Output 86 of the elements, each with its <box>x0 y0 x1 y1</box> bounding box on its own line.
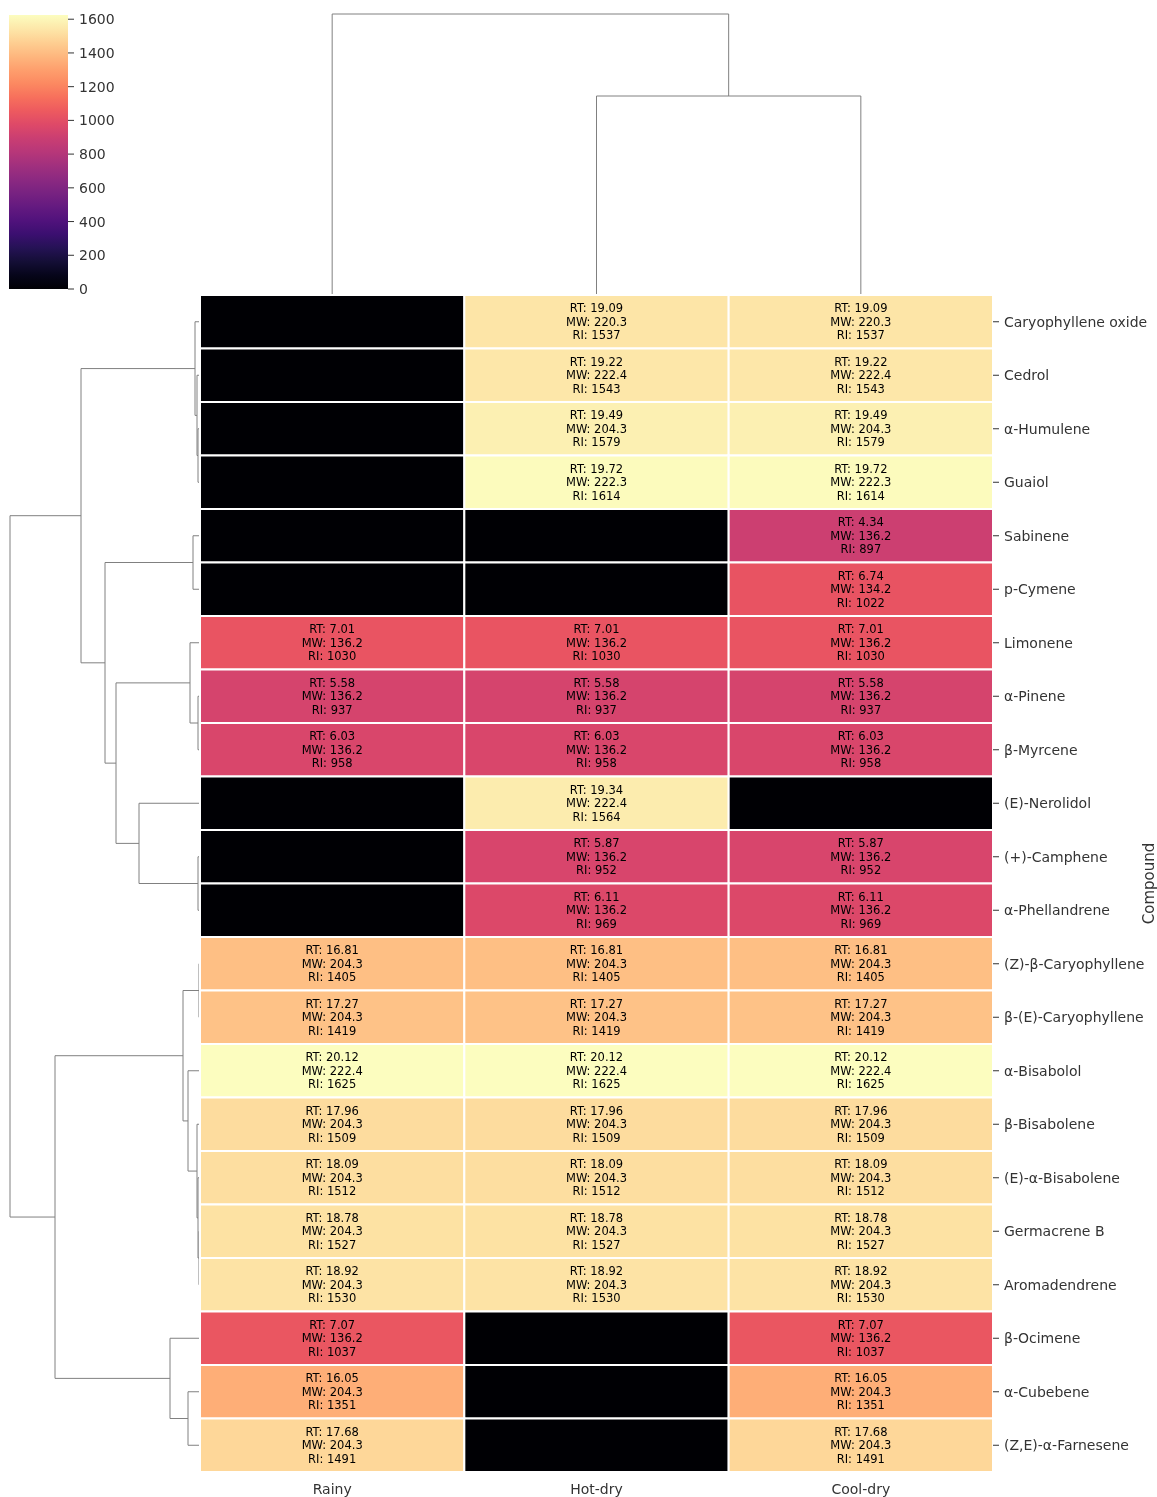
data-label: RT: 7.01 MW: 136.2 RI: 1030 <box>301 622 363 664</box>
data-label: RT: 18.92 MW: 204.3 RI: 1530 <box>301 1264 363 1306</box>
data-label: RT: 19.72 MW: 222.3 RI: 1614 <box>565 461 628 503</box>
y-tick-label: (E)-Nerolidol <box>1004 795 1092 812</box>
color-bar-label: 1400 <box>79 44 115 61</box>
data-label: RT: 16.05 MW: 204.3 RI: 1351 <box>830 1371 892 1413</box>
y-tick-label: α-Cubebene <box>1004 1383 1090 1400</box>
color-bar-label: 600 <box>79 179 106 196</box>
y-tick-label: (Z)-β-Caryophyllene <box>1004 955 1145 972</box>
y-tick-label: (+)-Camphene <box>1004 848 1108 865</box>
y-tick-label: β-Bisabolene <box>1004 1116 1095 1133</box>
y-tick-label: α-Pinene <box>1004 688 1066 705</box>
y-tick-label: p-Cymene <box>1004 581 1076 598</box>
data-label: RT: 19.22 MW: 222.4 RI: 1543 <box>565 354 628 396</box>
data-label: RT: 17.27 MW: 204.3 RI: 1419 <box>301 996 363 1038</box>
data-label: RT: 18.09 MW: 204.3 RI: 1512 <box>565 1157 628 1199</box>
y-tick-label: Germacrene B <box>1004 1223 1105 1240</box>
data-label: RT: 17.27 MW: 204.3 RI: 1419 <box>830 996 892 1038</box>
data-label: RT: 18.92 MW: 204.3 RI: 1530 <box>830 1264 892 1306</box>
color-bar-label: 0 <box>79 281 88 297</box>
y-tick-label: Caryophyllene oxide <box>1004 313 1148 330</box>
y-tick-label: (Z,E)-α-Farnesene <box>1004 1437 1129 1454</box>
data-label: RT: 5.58 MW: 136.2 RI: 937 <box>301 675 363 717</box>
y-tick-label: Limonene <box>1004 634 1073 651</box>
data-label: RT: 18.09 MW: 204.3 RI: 1512 <box>830 1157 892 1199</box>
data-label: RT: 17.68 MW: 204.3 RI: 1491 <box>301 1424 363 1466</box>
data-label: RT: 17.96 MW: 204.3 RI: 1509 <box>301 1103 363 1145</box>
data-label: RT: 6.74 MW: 134.2 RI: 1022 <box>830 568 892 610</box>
x-tick-label: Hot-dry <box>570 1481 623 1497</box>
data-label: RT: 18.09 MW: 204.3 RI: 1512 <box>301 1157 363 1199</box>
data-label: RT: 18.92 MW: 204.3 RI: 1530 <box>565 1264 628 1306</box>
y-tick-label: α-Phellandrene <box>1004 902 1110 919</box>
color-bar-label: 1600 <box>79 11 115 28</box>
data-label: RT: 5.58 MW: 136.2 RI: 937 <box>830 675 892 717</box>
data-label: RT: 17.68 MW: 204.3 RI: 1491 <box>830 1424 892 1466</box>
data-label: RT: 7.01 MW: 136.2 RI: 1030 <box>830 622 892 664</box>
color-bar-label: 200 <box>79 247 106 264</box>
data-label: RT: 19.72 MW: 222.3 RI: 1614 <box>830 461 892 503</box>
y-tick-label: α-Bisabolol <box>1004 1062 1082 1079</box>
y-tick-label: Guaiol <box>1004 474 1049 491</box>
y-tick-label: Cedrol <box>1004 367 1050 384</box>
y-tick-label: β-Myrcene <box>1004 741 1078 758</box>
x-tick-label: Rainy <box>312 1481 352 1497</box>
color-bar-label: 800 <box>79 146 106 163</box>
data-label: RT: 5.87 MW: 136.2 RI: 952 <box>565 836 628 878</box>
data-label: RT: 5.58 MW: 136.2 RI: 937 <box>565 675 628 717</box>
data-label: RT: 6.03 MW: 136.2 RI: 958 <box>565 729 628 771</box>
data-label: RT: 19.22 MW: 222.4 RI: 1543 <box>830 354 892 396</box>
data-label: RT: 19.34 MW: 222.4 RI: 1564 <box>565 782 628 824</box>
data-label: RT: 16.81 MW: 204.3 RI: 1405 <box>565 943 628 985</box>
y-tick-label: Sabinene <box>1004 527 1070 544</box>
y-tick-label: β-Ocimene <box>1004 1330 1081 1347</box>
data-label: RT: 19.09 MW: 220.3 RI: 1537 <box>830 301 892 343</box>
data-label: RT: 17.96 MW: 204.3 RI: 1509 <box>830 1103 892 1145</box>
data-label: RT: 20.12 MW: 222.4 RI: 1625 <box>565 1050 628 1092</box>
data-label: RT: 7.01 MW: 136.2 RI: 1030 <box>565 622 628 664</box>
color-bar-label: 400 <box>79 213 106 230</box>
color-bar-label: 1200 <box>79 78 115 95</box>
data-label: RT: 20.12 MW: 222.4 RI: 1625 <box>301 1050 363 1092</box>
data-label: RT: 19.49 MW: 204.3 RI: 1579 <box>565 408 628 450</box>
y-tick-label: Aromadendrene <box>1004 1276 1117 1293</box>
data-label: RT: 16.81 MW: 204.3 RI: 1405 <box>830 943 892 985</box>
data-label: RT: 7.07 MW: 136.2 RI: 1037 <box>301 1317 363 1359</box>
y-tick-label: (E)-α-Bisabolene <box>1004 1169 1120 1186</box>
data-label: RT: 6.11 MW: 136.2 RI: 969 <box>830 889 892 931</box>
x-tick-label: Cool-dry <box>831 1481 891 1497</box>
data-label: RT: 16.81 MW: 204.3 RI: 1405 <box>301 943 363 985</box>
data-label: RT: 18.78 MW: 204.3 RI: 1527 <box>830 1210 892 1252</box>
data-label: RT: 16.05 MW: 204.3 RI: 1351 <box>301 1371 363 1413</box>
data-label: RT: 7.07 MW: 136.2 RI: 1037 <box>830 1317 892 1359</box>
data-label: RT: 20.12 MW: 222.4 RI: 1625 <box>830 1050 892 1092</box>
data-label: RT: 5.87 MW: 136.2 RI: 952 <box>830 836 892 878</box>
data-label: RT: 18.78 MW: 204.3 RI: 1527 <box>565 1210 628 1252</box>
data-label: RT: 6.03 MW: 136.2 RI: 958 <box>301 729 363 771</box>
y-axis-title: Compound <box>1140 842 1157 925</box>
data-label: RT: 19.09 MW: 220.3 RI: 1537 <box>565 301 628 343</box>
data-label: RT: 19.49 MW: 204.3 RI: 1579 <box>830 408 892 450</box>
y-tick-label: α-Humulene <box>1004 420 1091 437</box>
color-bar-label: 1000 <box>79 112 115 129</box>
y-tick-label: β-(E)-Caryophyllene <box>1004 1009 1144 1026</box>
data-label: RT: 4.34 MW: 136.2 RI: 897 <box>830 515 892 557</box>
data-label: RT: 17.27 MW: 204.3 RI: 1419 <box>565 996 628 1038</box>
data-label: RT: 17.96 MW: 204.3 RI: 1509 <box>565 1103 628 1145</box>
data-label: RT: 6.11 MW: 136.2 RI: 969 <box>565 889 628 931</box>
data-label: RT: 18.78 MW: 204.3 RI: 1527 <box>301 1210 363 1252</box>
data-label: RT: 6.03 MW: 136.2 RI: 958 <box>830 729 892 771</box>
